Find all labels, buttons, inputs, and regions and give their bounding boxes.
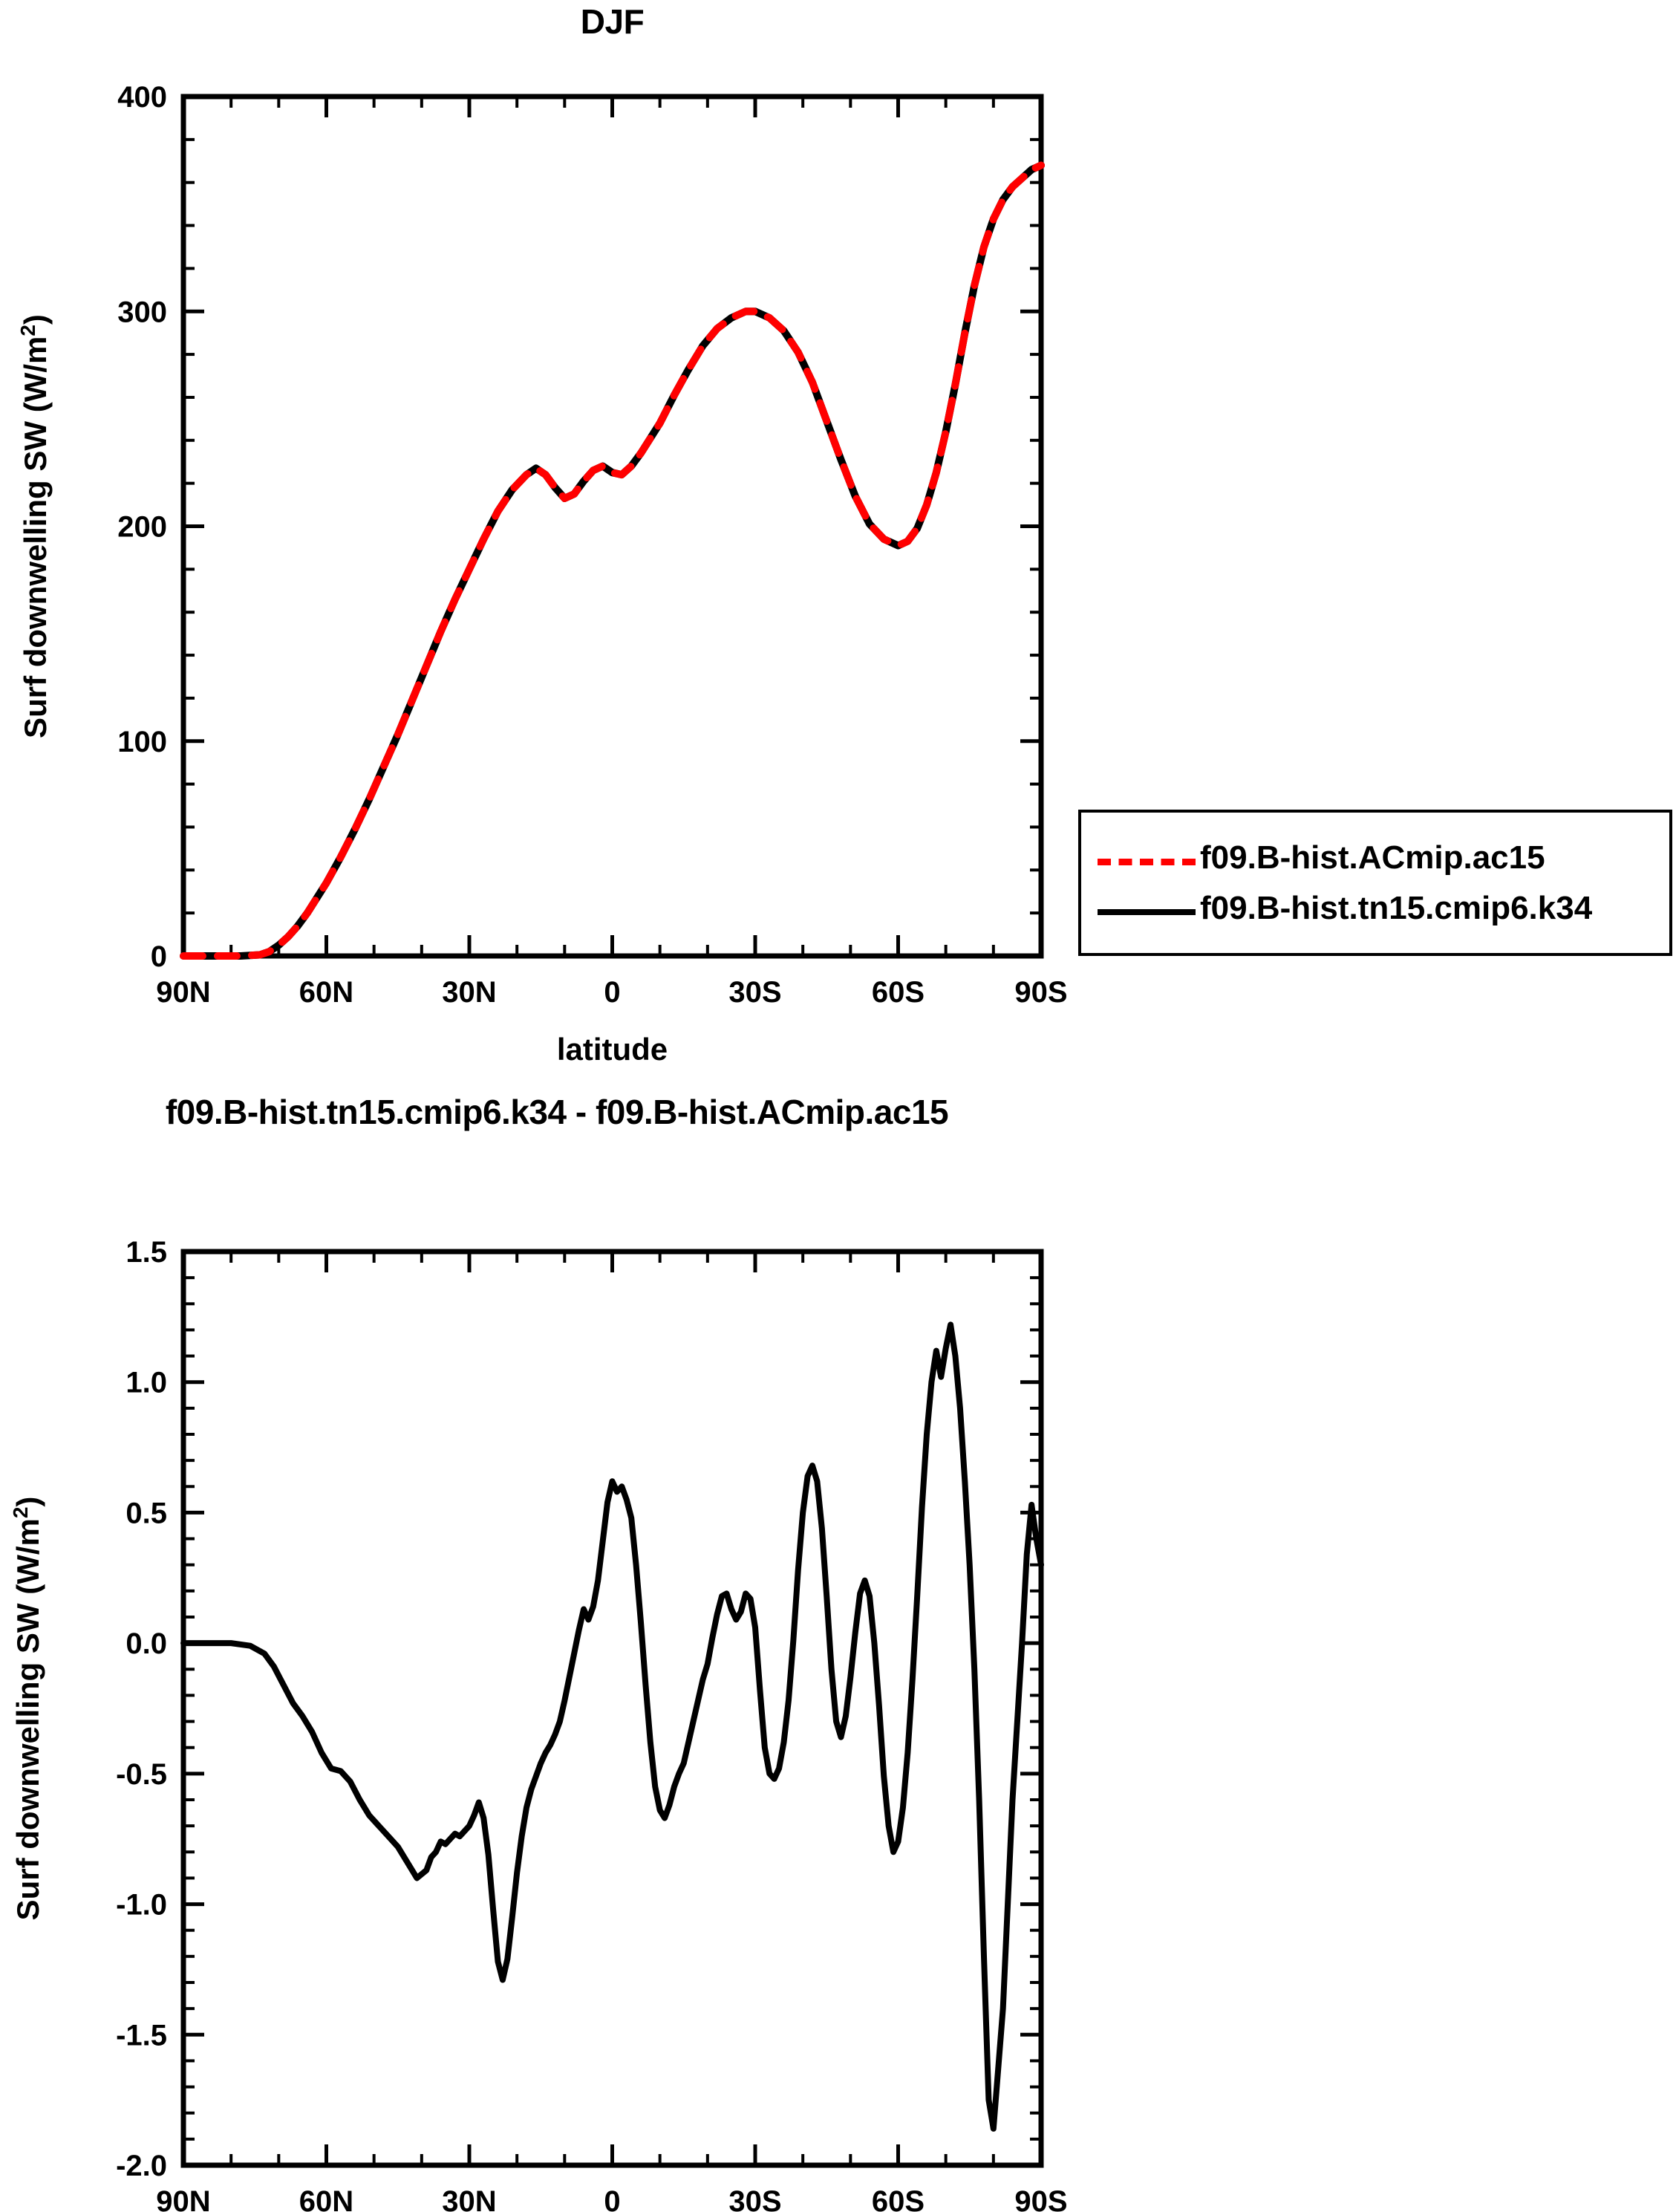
legend-swatch-solid-black <box>1098 909 1196 915</box>
y-tick-label: 400 <box>117 81 167 114</box>
legend-item-cmip6[interactable]: f09.B-hist.tn15.cmip6.k34 <box>1081 890 1669 939</box>
y-tick-label: 1.0 <box>125 1367 167 1399</box>
x-tick-label: 30N <box>442 2185 496 2212</box>
x-tick-label: 90N <box>156 2185 210 2212</box>
x-tick-label: 60N <box>299 2185 353 2212</box>
series-line <box>180 161 1045 960</box>
y-tick-label: 0 <box>151 940 167 973</box>
y-tick-label: -2.0 <box>116 2150 167 2182</box>
y-tick-label: 300 <box>117 296 167 328</box>
series-line <box>180 161 1045 960</box>
y-tick-label: 100 <box>117 726 167 758</box>
x-tick-label: 60S <box>872 976 925 1009</box>
diff-panel-title: f09.B-hist.tn15.cmip6.k34 - f09.B-hist.A… <box>165 1093 949 1131</box>
y-tick-label: 0.0 <box>125 1627 167 1660</box>
x-tick-label: 90S <box>1014 976 1067 1009</box>
y-tick-label: 1.5 <box>125 1236 167 1269</box>
x-tick-label: 90N <box>156 976 210 1009</box>
series-line <box>180 1321 1044 2132</box>
x-tick-label: 30S <box>728 976 781 1009</box>
x-tick-label: 30N <box>442 976 496 1009</box>
bottom-panel-plot: 90N 60N 30N 0 30S 60S 90S 1.5 1.0 0.5 0.0 -0.5 -1.0 -… <box>9 1236 1068 2212</box>
top-panel-title: DJF <box>580 2 645 41</box>
x-tick-label: 0 <box>604 2185 620 2212</box>
x-tick-label: 0 <box>604 976 620 1009</box>
legend-item-acmip[interactable]: f09.B-hist.ACmip.ac15 <box>1081 839 1669 888</box>
bottom-panel: 90N 60N 30N 0 30S 60S 90S 1.5 1.0 0.5 0.0 -0.5 -1.0 -… <box>0 1159 1114 2212</box>
y-tick-label: -0.5 <box>116 1758 167 1791</box>
y-axis-label: Surf downwelling SW (W/m2) <box>16 314 53 738</box>
x-axis-label: latitude <box>557 1032 668 1067</box>
legend: f09.B-hist.ACmip.ac15 f09.B-hist.tn15.cm… <box>1078 810 1672 956</box>
y-tick-label: 200 <box>117 511 167 544</box>
legend-label-acmip: f09.B-hist.ACmip.ac15 <box>1200 839 1545 876</box>
y-tick-label: -1.0 <box>116 1889 167 1922</box>
x-tick-label: 60N <box>299 976 353 1009</box>
y-axis-label: Surf downwelling SW (W/m2) <box>9 1497 46 1921</box>
x-tick-label: 30S <box>728 2185 781 2212</box>
y-tick-label: -1.5 <box>116 2019 167 2052</box>
top-panel-plot: 90N 60N 30N 0 30S 60S 90S 400 300 200 100 0 latitude… <box>16 81 1068 1067</box>
x-tick-label: 90S <box>1014 2185 1067 2212</box>
legend-swatch-dashed-red <box>1098 859 1196 865</box>
legend-label-cmip6: f09.B-hist.tn15.cmip6.k34 <box>1200 890 1593 926</box>
top-panel: DJF 90N 60N 30N 0 30S 60S 90S 400 300 200 100 0 lati… <box>0 0 1114 1070</box>
y-tick-label: 0.5 <box>125 1497 167 1529</box>
x-tick-label: 60S <box>872 2185 925 2212</box>
